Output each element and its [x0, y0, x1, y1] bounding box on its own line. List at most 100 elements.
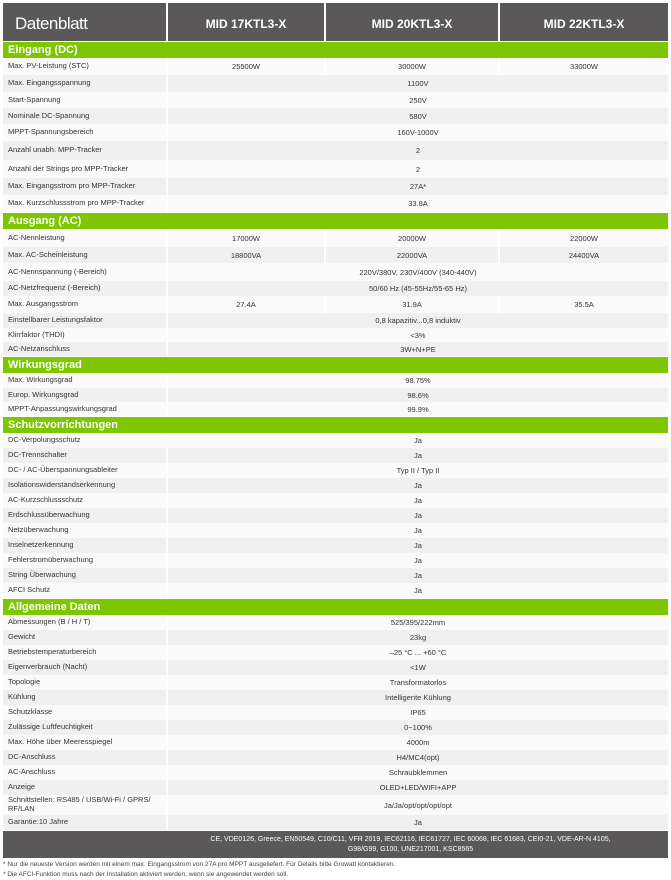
section-header: Ausgang (AC)	[3, 212, 668, 229]
table-row: AC-Anschluss Schraubklemmen	[3, 765, 668, 780]
table-row: Einstellbarer Leistungsfaktor 0,8 kapazit…	[3, 313, 668, 328]
row-value: 2	[168, 141, 668, 160]
table-row: Europ. Wirkungsgrad 98.6%	[3, 388, 668, 402]
table-row: Max. Ausgangsstrom 27.4A 31.9A 35.5A	[3, 296, 668, 313]
row-value: Ja	[168, 538, 668, 553]
row-label: Anzahl unabh. MPP-Tracker	[3, 141, 166, 160]
table-row: MPPT-Spannungsbereich 160V-1000V	[3, 124, 668, 141]
row-value: Ja	[168, 583, 668, 598]
table-row: AC-Netzanschluss 3W+N+PE	[3, 342, 668, 356]
row-label: DC-Anschluss	[3, 750, 166, 765]
table-row: Topologie Transformatorlos	[3, 675, 668, 690]
table-row: DC- / AC-Überspannungsableiter Typ II / T…	[3, 463, 668, 478]
row-value: 33000W	[500, 58, 668, 75]
row-label: DC-Verpolungsschutz	[3, 433, 166, 448]
row-value: Typ II / Typ II	[168, 463, 668, 478]
row-label: Europ. Wirkungsgrad	[3, 388, 166, 402]
row-label: AC-Nennspannung (-Bereich)	[3, 263, 166, 281]
row-value: 1100V	[168, 75, 668, 92]
row-label: Max. Höhe über Meeresspiegel	[3, 735, 166, 750]
row-label: AC-Kurzschlussschutz	[3, 493, 166, 508]
table-row: MPPT-Anpassungswirkungsgrad 99.9%	[3, 402, 668, 416]
row-value: 160V-1000V	[168, 124, 668, 141]
row-value: 27.4A	[168, 296, 324, 313]
row-label: Schutzklasse	[3, 705, 166, 720]
table-row: Schnittstellen: RS485 / USB/Wi-Fi / GPRS…	[3, 795, 668, 815]
row-value: 525/395/222mm	[168, 615, 668, 630]
table-row: Abmessungen (B / H / T) 525/395/222mm	[3, 615, 668, 630]
table-row: Max. PV-Leistung (STC) 25500W 30000W 33000W	[3, 58, 668, 75]
table-row: Max. Wirkungsgrad 98.75%	[3, 373, 668, 388]
table-row: Anzahl der Strings pro MPP-Tracker 2	[3, 160, 668, 178]
model-header: MID 22KTL3-X	[500, 3, 668, 45]
row-value: 98.6%	[168, 388, 668, 402]
section-header: Allgemeine Daten	[3, 598, 668, 615]
row-value: 580V	[168, 108, 668, 124]
row-label: Max. Ausgangsstrom	[3, 296, 166, 313]
row-value: Ja	[168, 478, 668, 493]
row-value: Ja	[168, 568, 668, 583]
row-label: Anzeige	[3, 780, 166, 795]
row-value: Ja/Ja/opt/opt/opt/opt	[168, 795, 668, 815]
row-label: AC-Netzanschluss	[3, 342, 166, 356]
spec-table: Eingang (DC) Max. PV-Leistung (STC) 25500W…	[3, 41, 668, 830]
row-label: Kühlung	[3, 690, 166, 705]
row-value: 98.75%	[168, 373, 668, 388]
row-value: 24400VA	[500, 247, 668, 263]
row-label: Garantie:10 Jahre	[3, 815, 166, 830]
footnote: * Die AFCI-Funktion muss nach der Instal…	[3, 871, 289, 878]
table-row: Garantie:10 Jahre Ja	[3, 815, 668, 830]
table-row: String Überwachung Ja	[3, 568, 668, 583]
row-value: 35.5A	[500, 296, 668, 313]
row-value: IP65	[168, 705, 668, 720]
row-value: Intelligente Kühlung	[168, 690, 668, 705]
row-label: MPPT-Spannungsbereich	[3, 124, 166, 141]
footnotes: * Nur die neueste Version werden mit ein…	[3, 860, 395, 880]
row-value: 23kg	[168, 630, 668, 645]
table-row: Netzüberwachung Ja	[3, 523, 668, 538]
row-label: Einstellbarer Leistungsfaktor	[3, 313, 166, 328]
row-value: Ja	[168, 493, 668, 508]
row-value: Ja	[168, 433, 668, 448]
row-value: 220V/380V, 230V/400V (340-440V)	[168, 263, 668, 281]
row-value: –25 °C ... +60 °C	[168, 645, 668, 660]
row-value: 31.9A	[326, 296, 498, 313]
row-value: 20000W	[326, 229, 498, 247]
row-label: Nominale DC-Spannung	[3, 108, 166, 124]
row-label: Zulässige Luftfeuchtigkeit	[3, 720, 166, 735]
row-label: Betriebstemperaturbereich	[3, 645, 166, 660]
row-label: AC-Anschluss	[3, 765, 166, 780]
table-row: Isolationswiderstandserkennung Ja	[3, 478, 668, 493]
table-row: Inselnetzerkennung Ja	[3, 538, 668, 553]
row-label: AFCI Schutz	[3, 583, 166, 598]
row-label: Max. Eingangsspannung	[3, 75, 166, 92]
table-row: Max. Eingangsspannung 1100V	[3, 75, 668, 92]
row-value: 0,8 kapazitiv...0,8 induktiv	[168, 313, 668, 328]
table-row: Gewicht 23kg	[3, 630, 668, 645]
row-value: Transformatorlos	[168, 675, 668, 690]
section-header: Eingang (DC)	[3, 41, 668, 58]
row-value: 0~100%	[168, 720, 668, 735]
table-row: AC-Nennspannung (-Bereich) 220V/380V, 230…	[3, 263, 668, 281]
row-label: Max. Wirkungsgrad	[3, 373, 166, 388]
table-row: Max. AC-Scheinleistung 18800VA 22000VA 2440…	[3, 247, 668, 263]
row-label: Max. Kurzschlussstrom pro MPP-Tracker	[3, 195, 166, 212]
row-value: 4000m	[168, 735, 668, 750]
row-value: <1W	[168, 660, 668, 675]
row-value: 17000W	[168, 229, 324, 247]
table-row: Anzahl unabh. MPP-Tracker 2	[3, 141, 668, 160]
row-value: 3W+N+PE	[168, 342, 668, 356]
row-label: Anzahl der Strings pro MPP-Tracker	[3, 160, 166, 178]
row-label: Gewicht	[3, 630, 166, 645]
table-row: Kühlung Intelligente Kühlung	[3, 690, 668, 705]
section-header: Schutzvorrichtungen	[3, 416, 668, 433]
row-label: Klirrfaktor (THDI)	[3, 328, 166, 342]
row-label: Schnittstellen: RS485 / USB/Wi-Fi / GPRS…	[3, 795, 166, 815]
table-row: Nominale DC-Spannung 580V	[3, 108, 668, 124]
row-value: Ja	[168, 448, 668, 463]
row-label: Fehlerstromüberwachung	[3, 553, 166, 568]
table-row: Start-Spannung 250V	[3, 92, 668, 108]
table-row: DC-Verpolungsschutz Ja	[3, 433, 668, 448]
table-row: Max. Höhe über Meeresspiegel 4000m	[3, 735, 668, 750]
row-label: Max. Eingangsstrom pro MPP-Tracker	[3, 178, 166, 195]
